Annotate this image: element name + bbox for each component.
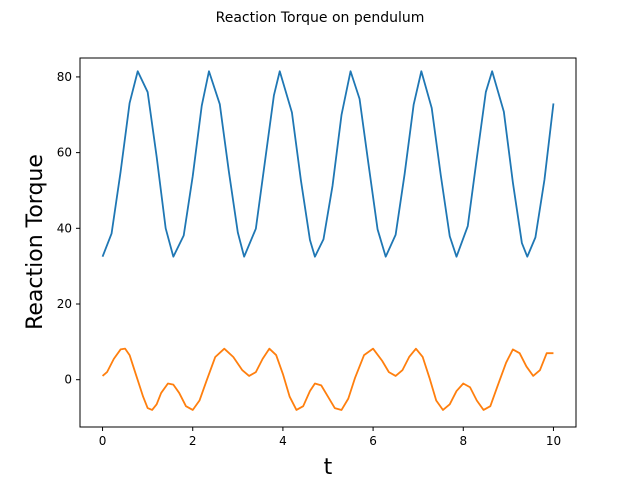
x-tick-label: 2	[189, 434, 197, 448]
x-axis: 0 2 4 6 8 10	[99, 427, 561, 448]
y-tick-label: 0	[64, 373, 72, 387]
series-layer	[101, 70, 555, 411]
x-tick-label: 4	[279, 434, 287, 448]
series-line-2	[101, 347, 554, 411]
x-tick-label: 10	[546, 434, 561, 448]
x-tick-label: 6	[369, 434, 377, 448]
x-tick-label: 8	[459, 434, 467, 448]
series-line-1	[101, 70, 555, 258]
y-tick-label: 40	[57, 221, 72, 235]
y-tick-label: 80	[57, 70, 72, 84]
chart-title: Reaction Torque on pendulum	[216, 10, 425, 26]
y-tick-label: 20	[57, 297, 72, 311]
y-axis: 0 20 40 60 80	[57, 70, 80, 387]
plot-area	[79, 57, 577, 428]
y-tick-label: 60	[57, 146, 72, 160]
y-axis-label: Reaction Torque	[23, 154, 48, 330]
x-axis-label: t	[324, 455, 333, 480]
axes-frame	[79, 57, 577, 428]
x-tick-label: 0	[99, 434, 107, 448]
